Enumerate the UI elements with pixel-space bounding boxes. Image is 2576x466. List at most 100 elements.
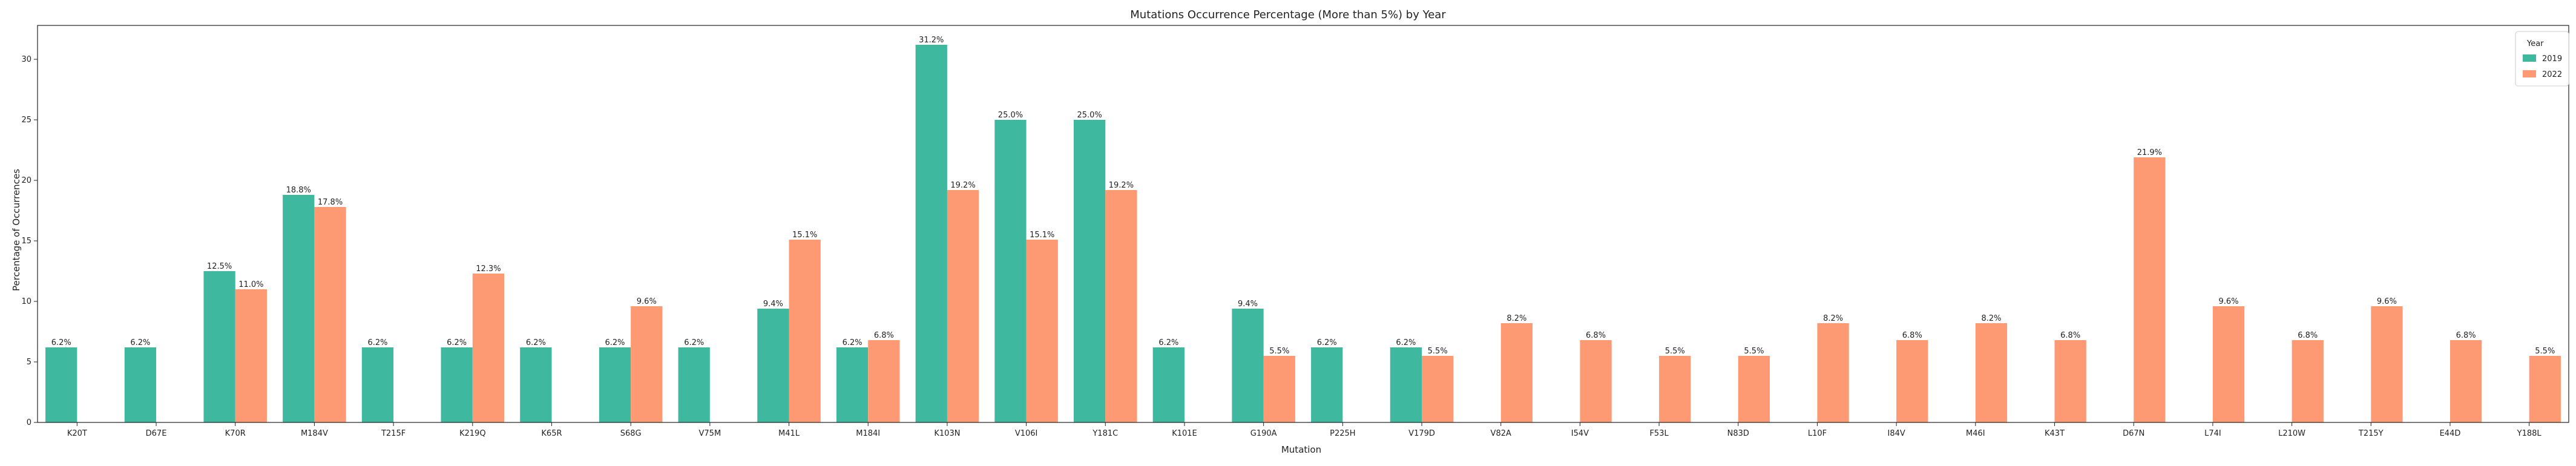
bar-label: 6.2% — [684, 338, 704, 347]
x-tick-label: K65R — [541, 429, 562, 438]
bar-label: 6.2% — [843, 338, 862, 347]
y-tick-label: 20 — [21, 176, 31, 185]
bar-label: 18.8% — [286, 186, 311, 195]
bar-label: 12.3% — [476, 264, 501, 274]
x-tick-label: N83D — [1727, 429, 1749, 438]
x-tick-label: V82A — [1491, 429, 1511, 438]
x-tick-label: V179D — [1408, 429, 1435, 438]
x-tick-label: V75M — [699, 429, 721, 438]
bar-label: 6.2% — [447, 338, 467, 347]
bar-label: 6.8% — [1902, 331, 1922, 340]
bar-2022-L10F — [1817, 323, 1849, 422]
x-tick-label: S68G — [620, 429, 642, 438]
bar-2022-K219Q — [472, 274, 505, 422]
bar-2022-S68G — [631, 306, 663, 422]
bar-2022-T215Y — [2371, 306, 2403, 422]
bar-2022-Y181C — [1105, 190, 1137, 422]
bar-label: 6.2% — [1317, 338, 1337, 347]
bar-2022-M41L — [789, 240, 821, 422]
bar-label: 5.5% — [1428, 347, 1448, 356]
bar-label: 8.2% — [1981, 314, 2001, 323]
bar-label: 5.5% — [1744, 347, 1764, 356]
bar-label: 9.4% — [1238, 300, 1258, 309]
x-tick-label: K20T — [67, 429, 87, 438]
x-tick-label: K70R — [225, 429, 246, 438]
x-tick-label: K101E — [1172, 429, 1197, 438]
bar-2022-L210W — [2292, 340, 2324, 422]
x-tick-label: Y188L — [2517, 429, 2542, 438]
x-tick-label: E44D — [2440, 429, 2461, 438]
legend-label-2019: 2019 — [2542, 54, 2562, 64]
y-tick-label: 0 — [27, 418, 31, 427]
x-tick-label: Y181C — [1092, 429, 1118, 438]
bar-2019-M184I — [836, 347, 869, 422]
bar-2022-K103N — [947, 190, 979, 422]
y-tick-label: 5 — [27, 358, 31, 367]
x-tick-label: D67E — [146, 429, 167, 438]
bar-2022-M46I — [1975, 323, 2008, 422]
x-axis-title: Mutation — [1281, 444, 1321, 455]
legend: Year 2019 2022 — [2515, 31, 2569, 87]
x-tick-label: I54V — [1571, 429, 1589, 438]
x-tick-label: K103N — [934, 429, 960, 438]
bar-2019-D67E — [124, 347, 157, 422]
bar-2022-I84V — [1896, 340, 1928, 422]
x-tick-label: L210W — [2278, 429, 2305, 438]
bar-label: 12.5% — [207, 262, 232, 271]
y-tick-label: 25 — [21, 116, 31, 125]
bar-2019-K219Q — [441, 347, 473, 422]
y-axis-title: Percentage of Occurrences — [11, 169, 22, 291]
bar-label: 31.2% — [919, 36, 944, 45]
x-tick-label: L74I — [2204, 429, 2221, 438]
bar-2019-K101E — [1152, 347, 1184, 422]
bar-2019-V75M — [678, 347, 710, 422]
bar-2022-E44D — [2450, 340, 2482, 422]
bar-label: 9.4% — [763, 300, 783, 309]
bar-2022-V106I — [1026, 240, 1058, 422]
bar-2019-K65R — [520, 347, 552, 422]
bar-2022-L74I — [2212, 306, 2245, 422]
bar-label: 9.6% — [2377, 297, 2397, 306]
bar-label: 6.2% — [51, 338, 71, 347]
y-tick-label: 10 — [21, 297, 31, 306]
bar-2019-K70R — [203, 271, 235, 422]
bar-2022-N83D — [1738, 356, 1770, 422]
bar-2019-G190A — [1232, 309, 1264, 422]
bar-label: 6.8% — [1586, 331, 1606, 340]
bar-2019-P225H — [1311, 347, 1343, 422]
x-tick-label: G190A — [1250, 429, 1277, 438]
legend-title: Year — [2526, 39, 2544, 48]
bar-label: 6.2% — [526, 338, 546, 347]
x-tick-label: P225H — [1330, 429, 1355, 438]
x-tick-label: T215F — [381, 429, 406, 438]
bar-2019-K20T — [45, 347, 77, 422]
bar-label: 8.2% — [1506, 314, 1526, 323]
bar-label: 6.2% — [130, 338, 150, 347]
bar-label: 21.9% — [2137, 148, 2162, 157]
bar-label: 5.5% — [1269, 347, 1289, 356]
bar-2019-T215F — [361, 347, 394, 422]
bar-label: 19.2% — [950, 181, 975, 190]
x-tick-label: K219Q — [459, 429, 486, 438]
bar-label: 6.8% — [2298, 331, 2318, 340]
bar-2022-D67N — [2134, 157, 2166, 422]
x-tick-label: M46I — [1966, 429, 1985, 438]
chart-title: Mutations Occurrence Percentage (More th… — [1130, 8, 1446, 21]
bar-2019-K103N — [915, 45, 947, 422]
bar-label: 17.8% — [318, 198, 343, 207]
bar-2022-G190A — [1263, 356, 1295, 422]
bar-2019-V179D — [1390, 347, 1422, 422]
bar-label: 5.5% — [1665, 347, 1685, 356]
bar-label: 15.1% — [1030, 231, 1054, 240]
bar-2022-K70R — [235, 289, 267, 422]
bar-label: 6.2% — [1158, 338, 1178, 347]
bar-label: 9.6% — [2219, 297, 2239, 306]
bar-2019-Y181C — [1074, 120, 1106, 422]
bar-2022-M184V — [314, 207, 346, 422]
legend-swatch-2019 — [2523, 54, 2536, 62]
x-tick-label: M41L — [778, 429, 800, 438]
bar-label: 6.8% — [874, 331, 894, 340]
y-tick-label: 30 — [21, 55, 31, 64]
bar-2022-Y188L — [2529, 356, 2561, 422]
